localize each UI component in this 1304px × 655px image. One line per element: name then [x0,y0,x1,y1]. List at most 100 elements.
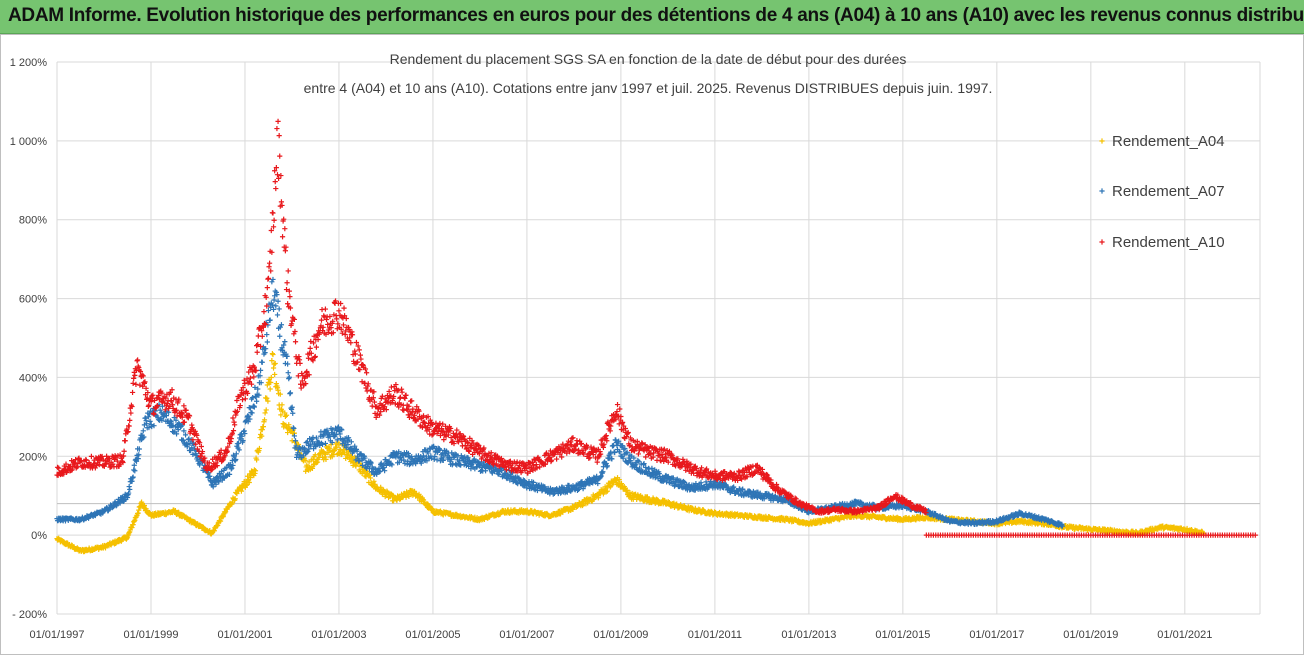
data-point [371,478,377,484]
data-point [268,379,274,386]
banner-title: ADAM Informe. Evolution historique des p… [8,5,1304,26]
data-point [292,339,299,345]
data-point [239,397,246,403]
data-point [264,395,270,401]
data-point [307,345,313,351]
data-point [272,360,278,367]
data-point [238,488,244,494]
data-point [262,410,268,416]
data-point [372,481,378,487]
data-point [232,496,238,502]
y-axis-labels: 1 200%1 000%800%600%400%200%0%- 200% [10,57,48,621]
data-point [242,396,248,402]
data-point [274,312,281,318]
data-point [132,468,138,474]
data-point [274,172,281,178]
data-point [283,412,290,418]
x-axis-labels: 01/01/1997 01/01/1999 01/01/2001 01/01/2003… [29,629,1212,641]
x-tick-label: 01/01/2003 [311,629,366,641]
data-point [358,356,364,362]
data-point [130,380,136,386]
data-point [251,374,257,380]
data-point [282,413,288,420]
data-point [251,404,257,410]
data-point [133,381,139,387]
data-point [249,410,255,416]
data-point [261,417,268,423]
data-point [336,442,342,448]
y-tick-label: 600% [19,294,47,306]
data-point [265,398,271,404]
data-point [272,371,278,378]
data-point [233,409,239,416]
grid [56,61,1261,615]
data-point [269,358,275,364]
header-banner: ADAM Informe. Evolution historique des p… [0,0,1304,34]
data-point [309,465,316,472]
data-point [403,494,409,500]
x-tick-label: 01/01/2017 [969,629,1024,641]
data-point [246,479,252,486]
data-point [267,386,273,392]
data-point [247,375,254,381]
data-point [313,344,319,350]
data-point [270,210,276,216]
data-point [271,361,277,367]
data-point [348,458,354,465]
data-point [270,351,276,358]
data-point [135,357,141,363]
x-tick-label: 01/01/2015 [875,629,930,641]
data-point [341,305,347,311]
x-tick-label: 01/01/2011 [688,629,742,641]
y-tick-label: 1 200% [10,57,48,69]
data-point [254,349,260,355]
data-point [129,389,136,396]
data-point [554,456,560,462]
plot-area [54,118,1258,555]
data-point [285,268,291,274]
data-point [323,456,329,462]
x-tick-label: 01/01/2005 [405,629,460,641]
data-point [277,391,283,397]
data-point [257,367,264,373]
data-point [127,417,133,423]
data-point [282,226,288,232]
data-point [305,355,312,361]
data-point [327,447,333,453]
x-tick-label: 01/01/2001 [217,629,272,641]
data-point [254,398,260,404]
data-point [322,306,329,312]
data-point [264,285,270,291]
data-point [409,398,415,404]
data-point [260,424,266,430]
data-point [273,185,279,192]
y-tick-label: 200% [19,451,47,463]
data-point [284,280,290,286]
data-point [275,118,281,124]
x-tick-label: 01/01/2013 [781,629,836,641]
data-point [265,275,272,281]
data-point [279,402,285,408]
data-point [364,388,370,394]
data-point [266,260,273,266]
data-point [356,347,362,353]
data-point [276,306,282,312]
data-point [612,449,618,456]
data-point [181,403,187,409]
x-tick-label: 01/01/2007 [499,629,554,641]
x-tick-label: 01/01/1999 [123,629,178,641]
data-point [282,339,288,345]
data-point [277,153,283,159]
y-tick-label: 400% [19,372,47,384]
x-tick-label: 01/01/2021 [1157,629,1212,641]
data-point [352,454,358,460]
data-point [285,370,291,376]
data-point [274,125,280,132]
chart: 1 200%1 000%800%600%400%200%0%- 200% 01/… [10,51,1261,641]
data-point [279,234,286,240]
data-point [363,370,370,376]
data-point [264,382,270,388]
y-tick-label: 1 000% [10,136,48,148]
y-tick-label: 0% [31,530,47,542]
data-point [347,453,353,459]
